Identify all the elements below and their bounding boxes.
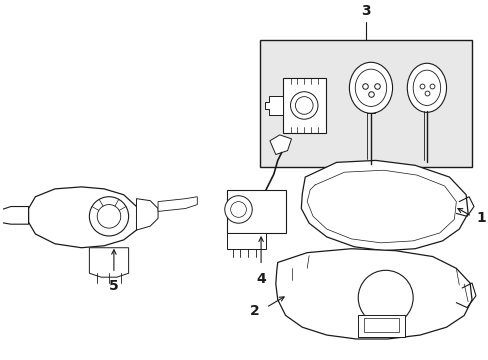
Polygon shape — [301, 161, 467, 251]
Polygon shape — [275, 249, 471, 339]
Text: 5: 5 — [109, 279, 119, 293]
Ellipse shape — [349, 62, 392, 113]
Polygon shape — [282, 78, 325, 133]
Bar — [358, 315, 405, 337]
Ellipse shape — [407, 63, 446, 112]
Circle shape — [224, 196, 252, 223]
Polygon shape — [269, 135, 291, 154]
Polygon shape — [136, 199, 158, 230]
Bar — [364, 318, 399, 332]
Text: 1: 1 — [475, 211, 485, 225]
Polygon shape — [28, 187, 140, 248]
Polygon shape — [226, 233, 265, 249]
Polygon shape — [89, 248, 128, 277]
Bar — [260, 40, 471, 167]
Polygon shape — [158, 197, 197, 211]
Text: 2: 2 — [250, 303, 260, 318]
Polygon shape — [226, 190, 285, 233]
Polygon shape — [0, 207, 28, 224]
Circle shape — [89, 197, 128, 236]
Polygon shape — [264, 96, 282, 115]
Text: 3: 3 — [361, 4, 370, 18]
Circle shape — [290, 92, 317, 119]
Circle shape — [358, 270, 412, 325]
Text: 4: 4 — [256, 272, 265, 286]
